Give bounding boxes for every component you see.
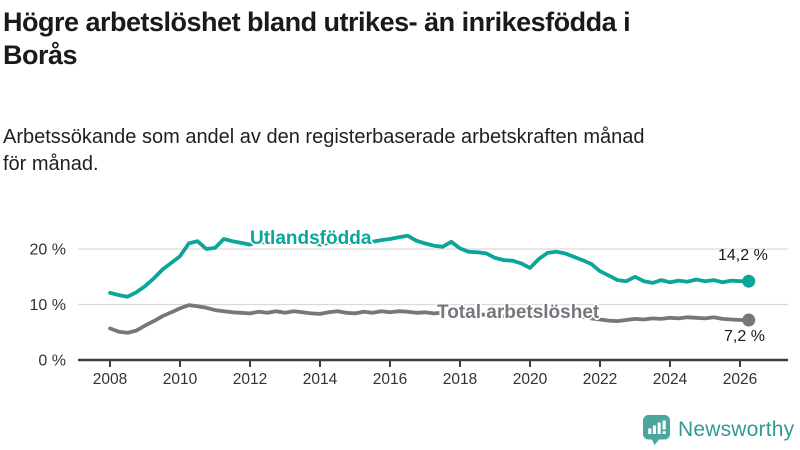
series-label-total-arbetsloshet: Total arbetslöshet	[437, 302, 600, 323]
svg-text:2008: 2008	[93, 371, 127, 388]
svg-text:2016: 2016	[373, 371, 407, 388]
svg-text:2018: 2018	[443, 371, 477, 388]
end-value-label-utlandsfodda: 14,2 %	[718, 247, 768, 264]
chart-subtitle: Arbetssökande som andel av den registerb…	[3, 124, 783, 178]
svg-text:2014: 2014	[303, 371, 338, 388]
svg-text:2022: 2022	[583, 371, 617, 388]
svg-text:10 %: 10 %	[30, 297, 66, 314]
svg-text:2012: 2012	[233, 371, 267, 388]
svg-text:20 %: 20 %	[30, 242, 66, 259]
series-label-utlandsfodda: Utlandsfödda	[250, 228, 372, 249]
svg-text:2020: 2020	[513, 371, 548, 388]
newsworthy-logo: Newsworthy	[643, 415, 794, 445]
newsworthy-bar-chart-bubble-icon	[643, 415, 670, 445]
subtitle-line-1: Arbetssökande som andel av den registerb…	[3, 126, 645, 148]
svg-text:2026: 2026	[723, 371, 757, 388]
subtitle-line-2: för månad.	[3, 153, 99, 175]
svg-text:2010: 2010	[163, 371, 198, 388]
page-title: Högre arbetslöshet bland utrikes- än inr…	[3, 6, 783, 72]
end-value-label-total: 7,2 %	[724, 328, 765, 345]
svg-text:2024: 2024	[653, 371, 688, 388]
svg-text:0 %: 0 %	[38, 353, 66, 370]
title-line-1: Högre arbetslöshet bland utrikes- än inr…	[3, 7, 631, 37]
title-line-2: Borås	[3, 40, 78, 70]
brand-name: Newsworthy	[678, 418, 795, 441]
